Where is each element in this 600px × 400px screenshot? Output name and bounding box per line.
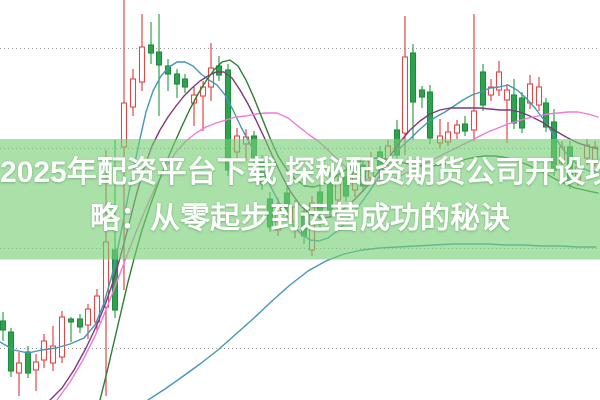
green-highlight-band	[0, 139, 600, 260]
ma-teal-slow	[147, 243, 597, 400]
